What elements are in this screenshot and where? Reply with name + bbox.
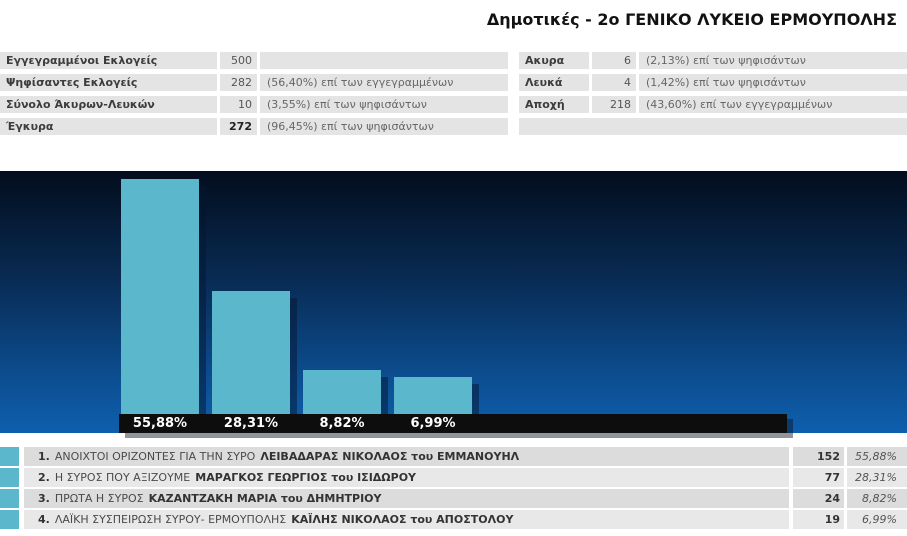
rank-number: 1. xyxy=(38,450,50,463)
summary-note: (2,13%) επί των ψηφισάντων xyxy=(639,52,907,69)
summary-value: 4 xyxy=(592,74,636,91)
chart-bar xyxy=(212,291,290,414)
bar-percent-label: 6,99% xyxy=(410,416,456,431)
summary-label: Αποχή xyxy=(519,96,589,113)
party-color-swatch xyxy=(0,447,19,466)
votes-count: 19 xyxy=(793,510,844,529)
rank-number: 3. xyxy=(38,492,50,505)
party-color-swatch xyxy=(0,489,19,508)
candidate-name: ΚΑΖΑΝΤΖΑΚΗ ΜΑΡΙΑ του ΔΗΜΗΤΡΙΟΥ xyxy=(148,492,382,505)
summary-value: 272 xyxy=(220,118,257,135)
candidate-cell: 2. Η ΣΥΡΟΣ ΠΟΥ ΑΞΙΖΟΥΜΕ ΜΑΡΑΓΚΟΣ ΓΕΩΡΓΙΟΣ … xyxy=(24,468,789,487)
summary-note: (43,60%) επί των εγγεγραμμένων xyxy=(639,96,907,113)
summary-value: 10 xyxy=(220,96,257,113)
votes-count: 152 xyxy=(793,447,844,466)
party-color-swatch xyxy=(0,510,19,529)
result-row: 4. ΛΑΪΚΗ ΣΥΣΠΕΙΡΩΣΗ ΣΥΡΟΥ- ΕΡΜΟΥΠΟΛΗΣ ΚΑΪΛ… xyxy=(0,510,907,529)
summary-row: Ψηφίσαντες Εκλογείς 282 (56,40%) επί των… xyxy=(0,74,508,91)
page-title: Δημοτικές - 2ο ΓΕΝΙΚΟ ΛΥΚΕΙΟ ΕΡΜΟΥΠΟΛΗΣ xyxy=(486,10,897,29)
summary-note: (1,42%) επί των ψηφισάντων xyxy=(639,74,907,91)
summary-label: Σύνολο Άκυρων-Λευκών xyxy=(0,96,217,113)
votes-percent: 8,82% xyxy=(847,489,907,508)
summary-row: Λευκά 4 (1,42%) επί των ψηφισάντων xyxy=(519,74,907,91)
summary-value: 218 xyxy=(592,96,636,113)
summary-label: Έγκυρα xyxy=(0,118,217,135)
votes-count: 24 xyxy=(793,489,844,508)
summary-value: 500 xyxy=(220,52,257,69)
candidate-name: ΜΑΡΑΓΚΟΣ ΓΕΩΡΓΙΟΣ του ΙΣΙΔΩΡΟΥ xyxy=(195,471,417,484)
votes-count: 77 xyxy=(793,468,844,487)
summary-row: Αποχή 218 (43,60%) επί των εγγεγραμμένων xyxy=(519,96,907,113)
summary-row-empty xyxy=(519,118,907,135)
candidate-cell: 4. ΛΑΪΚΗ ΣΥΣΠΕΙΡΩΣΗ ΣΥΡΟΥ- ΕΡΜΟΥΠΟΛΗΣ ΚΑΪΛ… xyxy=(24,510,789,529)
result-row: 1. ΑΝΟΙΧΤΟΙ ΟΡΙΖΟΝΤΕΣ ΓΙΑ ΤΗΝ ΣΥΡΟ ΛΕΙΒΑΔΑ… xyxy=(0,447,907,466)
party-name: Η ΣΥΡΟΣ ΠΟΥ ΑΞΙΖΟΥΜΕ xyxy=(54,471,191,484)
summary-row: Έγκυρα 272 (96,45%) επί των ψηφισάντων xyxy=(0,118,508,135)
candidate-name: ΚΑΪΛΗΣ ΝΙΚΟΛΑΟΣ του ΑΠΟΣΤΟΛΟΥ xyxy=(291,513,514,526)
votes-percent: 55,88% xyxy=(847,447,907,466)
bar-percent-label: 55,88% xyxy=(132,416,188,431)
result-row: 3. ΠΡΩΤΑ Η ΣΥΡΟΣ ΚΑΖΑΝΤΖΑΚΗ ΜΑΡΙΑ του ΔΗΜΗ… xyxy=(0,489,907,508)
results-table: 1. ΑΝΟΙΧΤΟΙ ΟΡΙΖΟΝΤΕΣ ΓΙΑ ΤΗΝ ΣΥΡΟ ΛΕΙΒΑΔΑ… xyxy=(0,447,907,531)
summary-value: 282 xyxy=(220,74,257,91)
party-name: ΑΝΟΙΧΤΟΙ ΟΡΙΖΟΝΤΕΣ ΓΙΑ ΤΗΝ ΣΥΡΟ xyxy=(54,450,256,463)
candidate-name: ΛΕΙΒΑΔΑΡΑΣ ΝΙΚΟΛΑΟΣ του ΕΜΜΑΝΟΥΗΛ xyxy=(260,450,520,463)
party-name: ΠΡΩΤΑ Η ΣΥΡΟΣ xyxy=(54,492,144,505)
chart-bar xyxy=(121,179,199,414)
summary-note: (3,55%) επί των ψηφισάντων xyxy=(260,96,508,113)
summary-row: Ακυρα 6 (2,13%) επί των ψηφισάντων xyxy=(519,52,907,69)
result-row: 2. Η ΣΥΡΟΣ ΠΟΥ ΑΞΙΖΟΥΜΕ ΜΑΡΑΓΚΟΣ ΓΕΩΡΓΙΟΣ … xyxy=(0,468,907,487)
candidate-cell: 1. ΑΝΟΙΧΤΟΙ ΟΡΙΖΟΝΤΕΣ ΓΙΑ ΤΗΝ ΣΥΡΟ ΛΕΙΒΑΔΑ… xyxy=(24,447,789,466)
summary-label: Ακυρα xyxy=(519,52,589,69)
party-color-swatch xyxy=(0,468,19,487)
summary-label: Λευκά xyxy=(519,74,589,91)
summary-label: Εγγεγραμμένοι Εκλογείς xyxy=(0,52,217,69)
bar-percent-label: 8,82% xyxy=(319,416,365,431)
votes-percent: 28,31% xyxy=(847,468,907,487)
summary-note: (96,45%) επί των ψηφισάντων xyxy=(260,118,508,135)
bar-percent-label: 28,31% xyxy=(223,416,279,431)
percent-strip: 55,88% 28,31% 8,82% 6,99% xyxy=(119,414,787,433)
chart-bar xyxy=(394,377,472,414)
summary-table-left: Εγγεγραμμένοι Εκλογείς 500 Ψηφίσαντες Εκ… xyxy=(0,52,508,140)
summary-row: Εγγεγραμμένοι Εκλογείς 500 xyxy=(0,52,508,69)
summary-row: Σύνολο Άκυρων-Λευκών 10 (3,55%) επί των … xyxy=(0,96,508,113)
summary-note xyxy=(260,52,508,69)
votes-percent: 6,99% xyxy=(847,510,907,529)
rank-number: 4. xyxy=(38,513,50,526)
chart-bar xyxy=(303,370,381,414)
party-name: ΛΑΪΚΗ ΣΥΣΠΕΙΡΩΣΗ ΣΥΡΟΥ- ΕΡΜΟΥΠΟΛΗΣ xyxy=(54,513,287,526)
summary-label: Ψηφίσαντες Εκλογείς xyxy=(0,74,217,91)
candidate-cell: 3. ΠΡΩΤΑ Η ΣΥΡΟΣ ΚΑΖΑΝΤΖΑΚΗ ΜΑΡΙΑ του ΔΗΜΗ… xyxy=(24,489,789,508)
summary-note: (56,40%) επί των εγγεγραμμένων xyxy=(260,74,508,91)
summary-table-right: Ακυρα 6 (2,13%) επί των ψηφισάντων Λευκά… xyxy=(519,52,907,140)
results-bar-chart: 55,88% 28,31% 8,82% 6,99% xyxy=(0,171,907,433)
summary-empty-cell xyxy=(519,118,907,135)
summary-value: 6 xyxy=(592,52,636,69)
rank-number: 2. xyxy=(38,471,50,484)
